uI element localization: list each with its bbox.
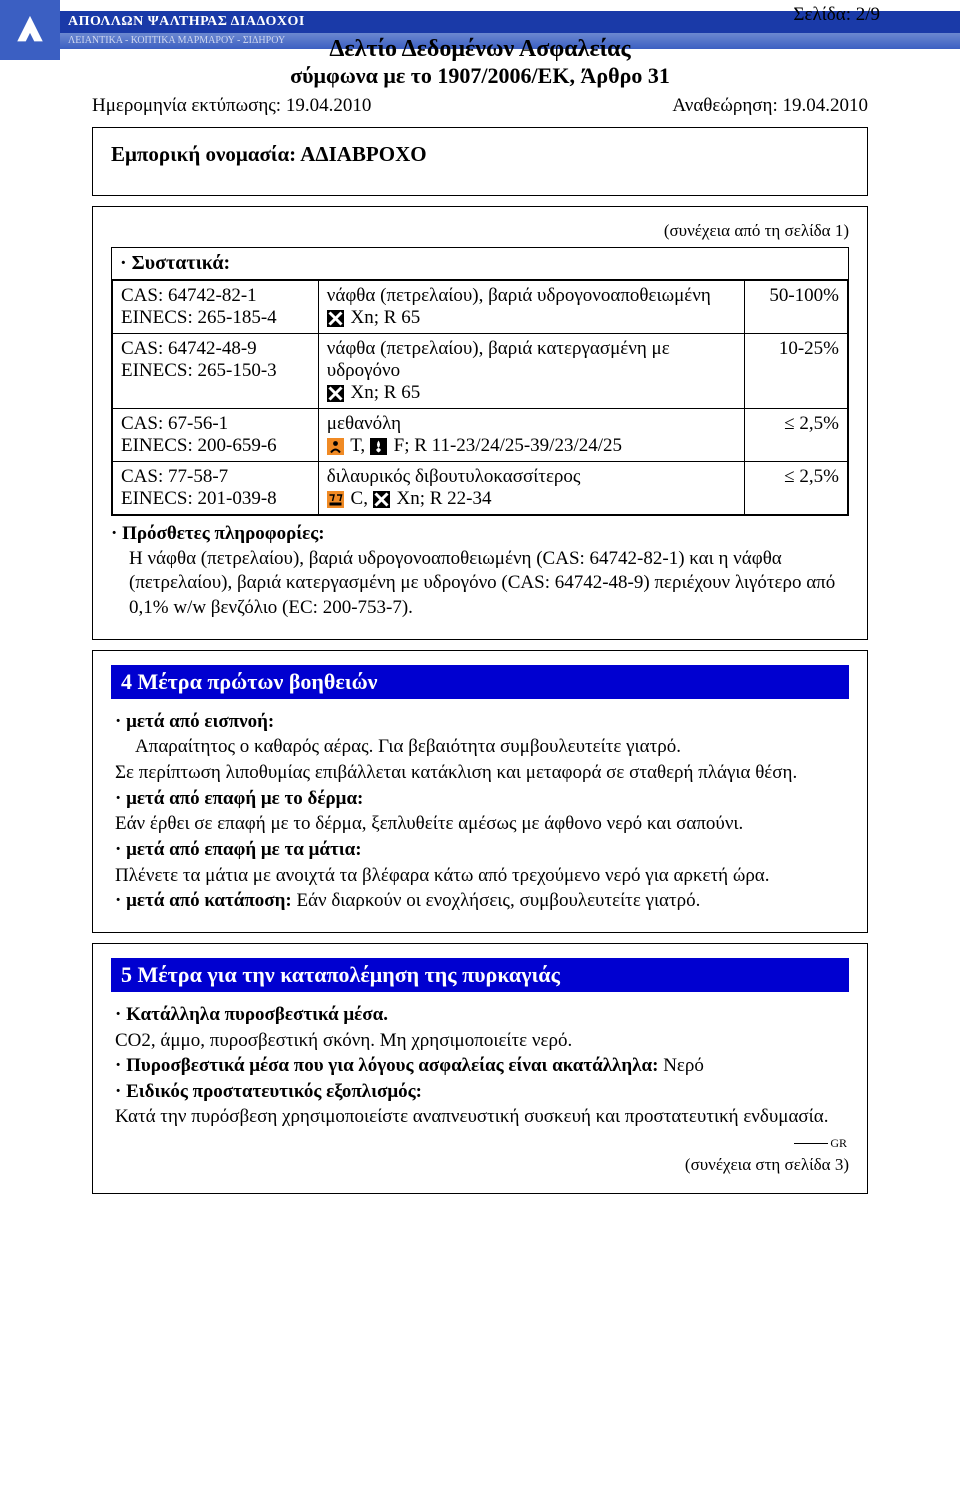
section-5-header: 5 Μέτρα για την καταπολέμηση της πυρκαγι… <box>111 958 849 992</box>
item-text: Σε περίπτωση λιποθυμίας επιβάλλεται κατά… <box>115 760 845 786</box>
first-aid-eyes: μετά από επαφή με τα μάτια: Πλένετε τα μ… <box>115 837 845 888</box>
hazard-x-icon <box>327 385 344 402</box>
item-text: CO2, άμμο, πυροσβεστική σκόνη. Μη χρησιμ… <box>115 1028 845 1054</box>
cell-substance: νάφθα (πετρελαίου), βαριά κατεργασμένη μ… <box>318 334 744 409</box>
einecs-number: EINECS: 265-150-3 <box>121 360 310 382</box>
r-phrases: Xn; R 65 <box>351 307 421 328</box>
ingredients-header: Συστατικά: <box>112 248 848 280</box>
sds-title-line2: σύμφωνα με το 1907/2006/EK, Άρθρο 31 <box>0 63 960 89</box>
dates-row: Ημερομηνία εκτύπωσης: 19.04.2010 Αναθεώρ… <box>92 95 868 117</box>
ingredients-sub-box: Συστατικά: CAS: 64742-82-1 EINECS: 265-1… <box>111 247 849 516</box>
item-label: Πυροσβεστικά μέσα που για λόγους ασφαλεί… <box>115 1055 658 1076</box>
ingredients-header-text: Συστατικά: <box>132 252 231 274</box>
cell-ids: CAS: 67-56-1 EINECS: 200-659-6 <box>113 409 319 462</box>
ingredients-table: CAS: 64742-82-1 EINECS: 265-185-4 νάφθα … <box>112 280 848 515</box>
cas-number: CAS: 64742-82-1 <box>121 285 310 307</box>
notes-label: Πρόσθετες πληροφορίες: <box>111 523 325 544</box>
item-label: μετά από επαφή με τα μάτια: <box>115 839 362 860</box>
fire-media-unsuitable: Πυροσβεστικά μέσα που για λόγους ασφαλεί… <box>115 1053 845 1079</box>
hazard-x-icon <box>373 491 390 508</box>
hazard-line: T, F; R 11-23/24/25-39/23/24/25 <box>327 435 736 457</box>
hazard-toxic-icon <box>327 438 344 455</box>
hazard-line: Xn; R 65 <box>327 382 736 404</box>
section-5-box: 5 Μέτρα για την καταπολέμηση της πυρκαγι… <box>92 943 868 1194</box>
fire-protective-equipment: Ειδικός προστατευτικός εξοπλισμός: Κατά … <box>115 1079 845 1130</box>
section-4-header: 4 Μέτρα πρώτων βοηθειών <box>111 665 849 699</box>
substance-name: διλαυρικός διβουτυλοκασσίτερος <box>327 466 736 488</box>
trade-name-box: Εμπορική ονομασία: ΑΔΙΑΒΡΟΧΟ <box>92 127 868 196</box>
first-aid-ingestion: μετά από κατάποση: Εάν διαρκούν οι ενοχλ… <box>115 888 845 914</box>
hazard-flame-icon <box>370 438 387 455</box>
cas-number: CAS: 67-56-1 <box>121 413 310 435</box>
item-label: μετά από κατάποση: <box>115 890 292 911</box>
item-text: Εάν διαρκούν οι ενοχλήσεις, συμβουλευτεί… <box>296 890 700 911</box>
einecs-number: EINECS: 200-659-6 <box>121 435 310 457</box>
ingredients-outer-box: (συνέχεια από τη σελίδα 1) Συστατικά: CA… <box>92 206 868 640</box>
cell-substance: μεθανόλη T, F; R 11-23/24/25-39/23/24/25 <box>318 409 744 462</box>
item-text: Πλένετε τα μάτια με ανοιχτά τα βλέφαρα κ… <box>115 863 845 889</box>
cell-ids: CAS: 64742-82-1 EINECS: 265-185-4 <box>113 281 319 334</box>
cell-percent: ≤ 2,5% <box>745 462 848 515</box>
hazard-line: C, Xn; R 22-34 <box>327 488 736 510</box>
company-logo <box>0 0 60 60</box>
item-text: Νερό <box>663 1055 704 1076</box>
cas-number: CAS: 64742-48-9 <box>121 338 310 360</box>
item-label: μετά από εισπνοή: <box>115 711 274 732</box>
substance-name: νάφθα (πετρελαίου), βαριά υδρογονοαποθει… <box>327 285 736 307</box>
cas-number: CAS: 77-58-7 <box>121 466 310 488</box>
hazard-corrosive-icon <box>327 491 344 508</box>
substance-name: μεθανόλη <box>327 413 736 435</box>
table-row: CAS: 67-56-1 EINECS: 200-659-6 μεθανόλη … <box>113 409 848 462</box>
item-label: Κατάλληλα πυροσβεστικά μέσα. <box>115 1004 388 1025</box>
section-4-body: μετά από εισπνοή: Απαραίτητος ο καθαρός … <box>111 709 849 914</box>
revision-date: Αναθεώρηση: 19.04.2010 <box>672 95 868 117</box>
hazard-x-icon <box>327 310 344 327</box>
section-4-box: 4 Μέτρα πρώτων βοηθειών μετά από εισπνοή… <box>92 650 868 933</box>
substance-name: νάφθα (πετρελαίου), βαριά κατεργασμένη μ… <box>327 338 736 382</box>
item-text: Εάν έρθει σε επαφή με το δέρμα, ξεπλυθεί… <box>115 811 845 837</box>
content-area: Ημερομηνία εκτύπωσης: 19.04.2010 Αναθεώρ… <box>0 95 960 1194</box>
item-text: Απαραίτητος ο καθαρός αέρας. Για βεβαιότ… <box>135 734 845 760</box>
cell-percent: ≤ 2,5% <box>745 409 848 462</box>
einecs-number: EINECS: 201-039-8 <box>121 488 310 510</box>
cell-substance: διλαυρικός διβουτυλοκασσίτερος C, Xn; R … <box>318 462 744 515</box>
item-text: Κατά την πυρόσβεση χρησιμοποιείστε αναπν… <box>115 1104 845 1130</box>
fire-media-suitable: Κατάλληλα πυροσβεστικά μέσα. CO2, άμμο, … <box>115 1002 845 1053</box>
continued-to: (συνέχεια στη σελίδα 3) <box>111 1155 849 1175</box>
table-row: CAS: 64742-48-9 EINECS: 265-150-3 νάφθα … <box>113 334 848 409</box>
first-aid-inhalation: μετά από εισπνοή: Απαραίτητος ο καθαρός … <box>115 709 845 786</box>
gr-tag: GR <box>111 1136 849 1151</box>
hazard-line: Xn; R 65 <box>327 307 736 329</box>
trade-name: Εμπορική ονομασία: ΑΔΙΑΒΡΟΧΟ <box>111 142 849 167</box>
print-date: Ημερομηνία εκτύπωσης: 19.04.2010 <box>92 95 371 117</box>
cell-ids: CAS: 64742-48-9 EINECS: 265-150-3 <box>113 334 319 409</box>
table-row: CAS: 64742-82-1 EINECS: 265-185-4 νάφθα … <box>113 281 848 334</box>
additional-notes: Πρόσθετες πληροφορίες: Η νάφθα (πετρελαί… <box>111 522 849 621</box>
cell-percent: 50-100% <box>745 281 848 334</box>
cell-percent: 10-25% <box>745 334 848 409</box>
cell-ids: CAS: 77-58-7 EINECS: 201-039-8 <box>113 462 319 515</box>
logo-icon <box>13 13 47 47</box>
r-phrases: Xn; R 65 <box>351 382 421 403</box>
item-label: Ειδικός προστατευτικός εξοπλισμός: <box>115 1081 422 1102</box>
item-label: μετά από επαφή με το δέρμα: <box>115 788 363 809</box>
first-aid-skin: μετά από επαφή με το δέρμα: Εάν έρθει σε… <box>115 786 845 837</box>
sds-page: ΑΠΟΛΛΩΝ ΨΑΛΤΗΡΑΣ ΔΙΑΔΟΧΟΙ ΛΕΙΑΝΤΙΚΑ - ΚΟ… <box>0 0 960 1234</box>
cell-substance: νάφθα (πετρελαίου), βαριά υδρογονοαποθει… <box>318 281 744 334</box>
continued-from: (συνέχεια από τη σελίδα 1) <box>111 221 849 241</box>
einecs-number: EINECS: 265-185-4 <box>121 307 310 329</box>
section-5-body: Κατάλληλα πυροσβεστικά μέσα. CO2, άμμο, … <box>111 1002 849 1130</box>
table-row: CAS: 77-58-7 EINECS: 201-039-8 διλαυρικό… <box>113 462 848 515</box>
notes-text: Η νάφθα (πετρελαίου), βαριά υδρογονοαποθ… <box>129 547 849 621</box>
